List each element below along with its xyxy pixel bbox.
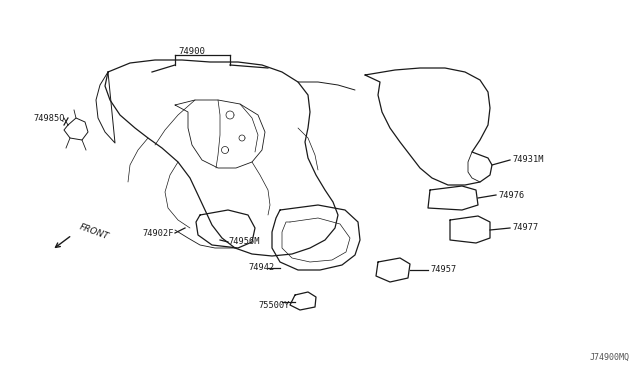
- Text: 74942: 74942: [248, 263, 275, 273]
- Text: 74931M: 74931M: [512, 155, 543, 164]
- Text: 74957: 74957: [430, 266, 456, 275]
- Text: 74956M: 74956M: [228, 237, 259, 247]
- Text: J74900MQ: J74900MQ: [590, 353, 630, 362]
- Text: 74976: 74976: [498, 190, 524, 199]
- Text: 74977: 74977: [512, 224, 538, 232]
- Text: FRONT: FRONT: [78, 222, 110, 241]
- Text: 74900: 74900: [178, 48, 205, 57]
- Text: 75500Y: 75500Y: [258, 301, 289, 310]
- Text: 74985Q: 74985Q: [33, 113, 65, 122]
- Text: 74902F: 74902F: [142, 228, 173, 237]
